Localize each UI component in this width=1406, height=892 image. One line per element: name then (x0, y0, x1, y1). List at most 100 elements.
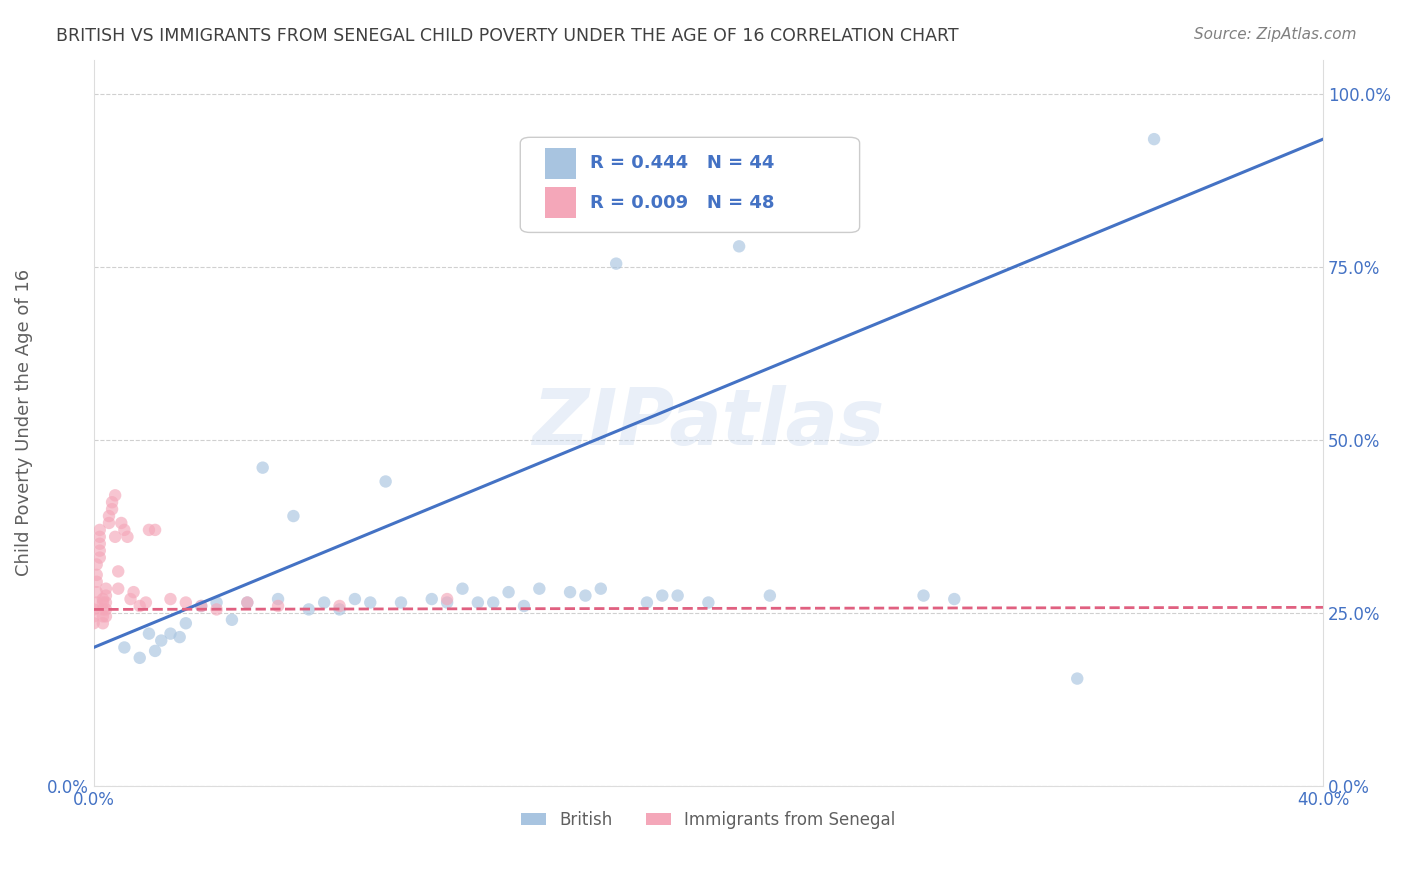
Point (91, 609, 114, 624)
Point (328, 599, 350, 613)
Point (94, 582, 117, 596)
Point (98, 509, 121, 524)
Point (107, 582, 129, 596)
Point (605, 257, 627, 271)
Point (128, 599, 150, 613)
Text: Source: ZipAtlas.com: Source: ZipAtlas.com (1194, 27, 1357, 42)
Point (283, 509, 305, 524)
Point (759, 589, 782, 603)
Point (138, 626, 160, 640)
Point (529, 582, 551, 596)
Point (467, 595, 489, 609)
Text: ZIPatlas: ZIPatlas (533, 384, 884, 460)
Point (110, 516, 132, 530)
Point (89, 537, 111, 551)
Point (943, 592, 966, 607)
Point (482, 595, 505, 609)
Point (112, 640, 135, 655)
Point (94, 589, 117, 603)
Point (86, 567, 108, 582)
Point (94, 602, 117, 616)
Point (86, 585, 108, 599)
Point (159, 626, 181, 640)
Point (91, 595, 114, 609)
Point (636, 595, 658, 609)
FancyBboxPatch shape (520, 137, 859, 233)
Point (651, 589, 673, 603)
Point (91, 602, 114, 616)
Point (205, 602, 228, 616)
Point (343, 592, 366, 607)
Point (359, 595, 381, 609)
Point (120, 592, 142, 607)
Point (89, 543, 111, 558)
Point (107, 565, 129, 579)
Text: R = 0.444   N = 44: R = 0.444 N = 44 (591, 154, 775, 172)
FancyBboxPatch shape (546, 148, 575, 178)
Point (328, 602, 350, 616)
Legend: British, Immigrants from Senegal: British, Immigrants from Senegal (515, 805, 903, 836)
Text: R = 0.009   N = 48: R = 0.009 N = 48 (591, 194, 775, 211)
FancyBboxPatch shape (546, 187, 575, 218)
Point (174, 595, 197, 609)
Point (112, 523, 135, 537)
Point (150, 633, 173, 648)
Point (91, 592, 114, 607)
Point (236, 595, 259, 609)
Point (190, 599, 212, 613)
Point (83, 616, 105, 631)
Point (89, 523, 111, 537)
Text: BRITISH VS IMMIGRANTS FROM SENEGAL CHILD POVERTY UNDER THE AGE OF 16 CORRELATION: BRITISH VS IMMIGRANTS FROM SENEGAL CHILD… (56, 27, 959, 45)
Point (101, 502, 124, 516)
Point (86, 595, 108, 609)
Point (190, 599, 212, 613)
Point (666, 589, 689, 603)
Point (117, 530, 139, 544)
Point (91, 616, 114, 631)
Point (420, 592, 443, 607)
Point (138, 523, 160, 537)
Point (236, 595, 259, 609)
Point (513, 599, 536, 613)
Point (697, 595, 720, 609)
Point (436, 592, 458, 607)
Point (912, 589, 935, 603)
Point (94, 595, 117, 609)
Point (143, 523, 166, 537)
Point (298, 602, 321, 616)
Point (205, 595, 228, 609)
Point (122, 585, 145, 599)
Point (94, 609, 117, 624)
Point (128, 650, 150, 665)
Point (135, 595, 157, 609)
Point (98, 516, 121, 530)
Point (83, 602, 105, 616)
Point (143, 644, 166, 658)
Point (104, 530, 127, 544)
Point (169, 630, 191, 644)
Point (86, 574, 108, 589)
Point (1066, 672, 1088, 686)
Point (374, 475, 396, 489)
Point (436, 595, 458, 609)
Point (267, 599, 290, 613)
Point (589, 582, 612, 596)
Point (314, 595, 336, 609)
Point (101, 495, 124, 509)
Point (728, 239, 751, 253)
Point (83, 609, 105, 624)
Point (174, 616, 197, 631)
Point (89, 530, 111, 544)
Point (1143, 132, 1166, 146)
Point (267, 592, 290, 607)
Point (389, 595, 412, 609)
Point (498, 585, 520, 599)
Point (221, 613, 243, 627)
Point (252, 460, 274, 475)
Point (86, 558, 108, 572)
Y-axis label: Child Poverty Under the Age of 16: Child Poverty Under the Age of 16 (15, 269, 32, 576)
Point (104, 488, 127, 502)
Point (451, 582, 474, 596)
Point (574, 589, 596, 603)
Point (558, 585, 581, 599)
